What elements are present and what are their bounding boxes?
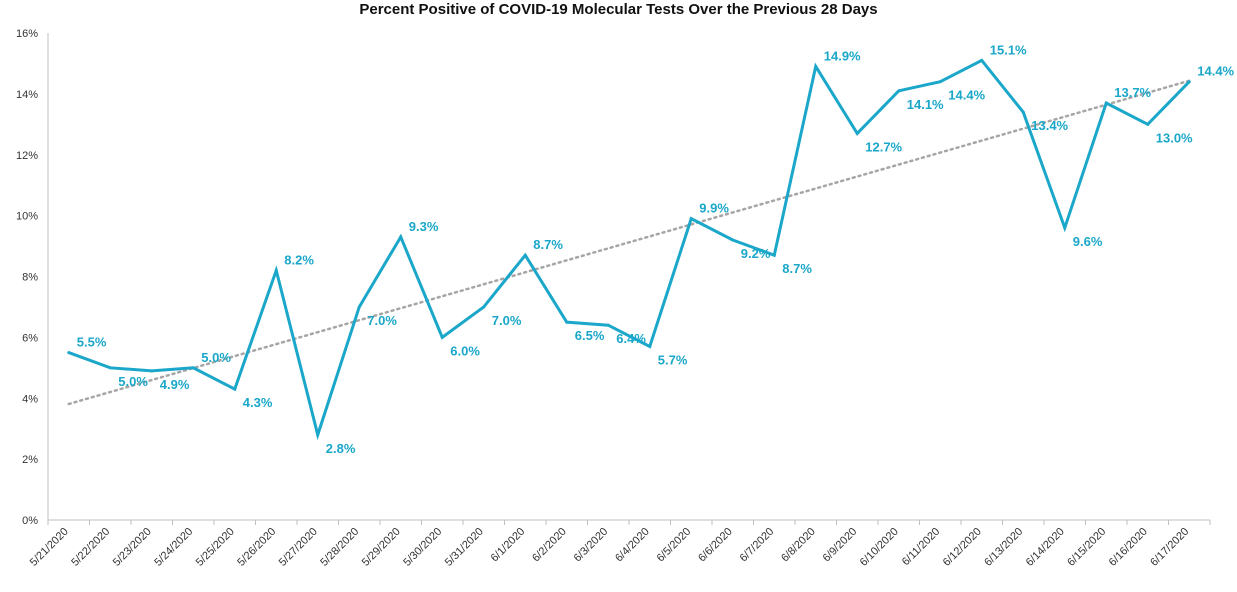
- x-tick-label: 5/29/2020: [360, 526, 403, 569]
- data-point: [399, 235, 403, 239]
- data-point: [1021, 110, 1025, 114]
- data-point: [980, 58, 984, 62]
- x-tick-label: 6/16/2020: [1107, 526, 1150, 569]
- x-tick-label: 5/23/2020: [111, 526, 154, 569]
- x-tick-label: 6/14/2020: [1024, 526, 1067, 569]
- x-tick-label: 6/6/2020: [696, 526, 735, 565]
- y-tick-label: 16%: [16, 28, 38, 40]
- data-point: [689, 217, 693, 221]
- data-point: [938, 80, 942, 84]
- series-line: [68, 58, 1191, 441]
- x-tick-label: 5/28/2020: [318, 526, 361, 569]
- data-point: [772, 253, 776, 257]
- data-label: 5.0%: [201, 350, 231, 365]
- data-label: 13.7%: [1114, 85, 1151, 100]
- x-tick-label: 6/8/2020: [779, 526, 818, 565]
- data-label: 5.0%: [118, 374, 148, 389]
- y-tick-label: 0%: [22, 515, 38, 527]
- x-tick-label: 6/12/2020: [941, 526, 984, 569]
- data-label: 15.1%: [990, 42, 1027, 57]
- data-label: 13.0%: [1156, 130, 1193, 145]
- data-point: [1104, 101, 1108, 105]
- data-point: [731, 238, 735, 242]
- data-point: [67, 351, 71, 355]
- data-point: [233, 387, 237, 391]
- y-tick-label: 6%: [22, 332, 38, 344]
- x-tick-label: 6/13/2020: [982, 526, 1025, 569]
- data-label: 8.7%: [782, 261, 812, 276]
- x-tick-label: 6/3/2020: [572, 526, 611, 565]
- x-tick-label: 5/27/2020: [277, 526, 320, 569]
- data-label: 12.7%: [865, 139, 902, 154]
- data-point: [855, 131, 859, 135]
- y-tick-label: 12%: [16, 150, 38, 162]
- x-tick-label: 5/26/2020: [235, 526, 278, 569]
- data-point: [357, 305, 361, 309]
- x-tick-label: 6/4/2020: [613, 526, 652, 565]
- data-label: 8.2%: [284, 252, 314, 267]
- data-label: 6.4%: [616, 331, 646, 346]
- data-point: [814, 64, 818, 68]
- data-point: [523, 253, 527, 257]
- x-tick-label: 6/9/2020: [821, 526, 860, 565]
- data-label: 5.7%: [658, 353, 688, 368]
- x-tick-label: 5/25/2020: [194, 526, 237, 569]
- x-tick-label: 5/24/2020: [152, 526, 195, 569]
- x-tick-label: 6/2/2020: [530, 526, 569, 565]
- data-label: 2.8%: [326, 441, 356, 456]
- data-point: [108, 366, 112, 370]
- x-tick-label: 6/11/2020: [900, 526, 943, 569]
- x-tick-label: 6/1/2020: [489, 526, 528, 565]
- data-label: 14.1%: [907, 97, 944, 112]
- data-point: [316, 433, 320, 437]
- data-label: 14.4%: [1197, 64, 1234, 79]
- data-point: [1146, 122, 1150, 126]
- data-label: 14.4%: [948, 88, 985, 103]
- data-label: 9.3%: [409, 219, 439, 234]
- data-label: 5.5%: [77, 335, 107, 350]
- trendline: [67, 79, 1191, 406]
- y-tick-label: 8%: [22, 272, 38, 284]
- data-point: [648, 345, 652, 349]
- y-tick-label: 14%: [16, 89, 38, 101]
- chart-title: Percent Positive of COVID-19 Molecular T…: [359, 1, 878, 18]
- data-point: [1063, 226, 1067, 230]
- x-tick-label: 5/21/2020: [28, 526, 71, 569]
- data-label: 7.0%: [492, 313, 522, 328]
- data-point: [1187, 80, 1191, 84]
- data-label: 9.9%: [699, 201, 729, 216]
- data-point: [565, 320, 569, 324]
- x-tick-label: 6/17/2020: [1148, 526, 1191, 569]
- data-label: 9.6%: [1073, 234, 1103, 249]
- x-tick-label: 6/7/2020: [738, 526, 777, 565]
- data-point: [482, 305, 486, 309]
- x-tick-label: 6/10/2020: [858, 526, 901, 569]
- x-tick-label: 6/5/2020: [655, 526, 694, 565]
- data-label: 8.7%: [533, 237, 563, 252]
- data-label: 4.3%: [243, 395, 273, 410]
- data-label: 13.4%: [1031, 118, 1068, 133]
- data-label: 6.0%: [450, 343, 480, 358]
- x-tick-label: 6/15/2020: [1065, 526, 1108, 569]
- data-point: [150, 369, 154, 373]
- data-label: 4.9%: [160, 377, 190, 392]
- y-tick-label: 2%: [22, 454, 38, 466]
- x-tick-label: 5/30/2020: [401, 526, 444, 569]
- data-label: 14.9%: [824, 48, 861, 63]
- x-tick-label: 5/22/2020: [69, 526, 112, 569]
- data-point: [606, 323, 610, 327]
- x-tick-label: 5/31/2020: [443, 526, 486, 569]
- data-point: [191, 366, 195, 370]
- data-point: [897, 89, 901, 93]
- data-label: 6.5%: [575, 328, 605, 343]
- data-point: [440, 335, 444, 339]
- y-tick-label: 10%: [16, 211, 38, 223]
- data-label: 7.0%: [367, 313, 397, 328]
- data-label: 9.2%: [741, 246, 771, 261]
- data-point: [274, 268, 278, 272]
- y-tick-label: 4%: [22, 393, 38, 405]
